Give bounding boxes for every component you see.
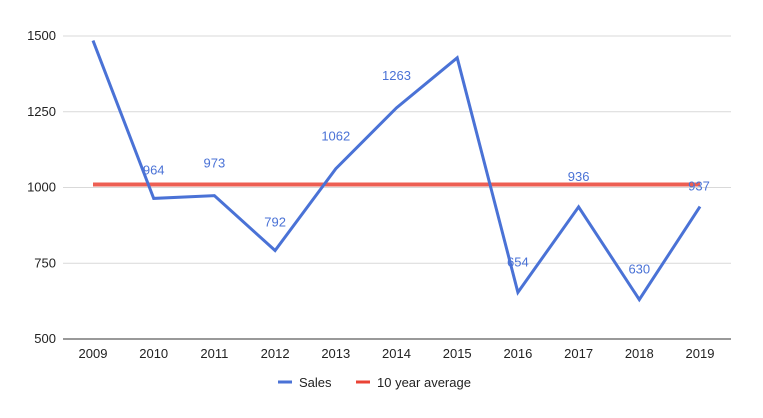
y-tick-label: 1250 bbox=[27, 104, 56, 119]
x-tick-label: 2011 bbox=[200, 346, 228, 361]
legend-label-10-year-average: 10 year average bbox=[377, 375, 471, 390]
x-tick-label: 2016 bbox=[503, 346, 532, 361]
series-line-sales bbox=[91, 40, 702, 303]
data-label-sales: 973 bbox=[204, 156, 226, 171]
data-label-sales: 937 bbox=[688, 179, 710, 194]
data-label-sales: 792 bbox=[264, 215, 286, 230]
data-label-sales: 936 bbox=[568, 169, 590, 184]
data-label-sales: 1263 bbox=[382, 68, 411, 83]
y-tick-label: 1500 bbox=[27, 28, 56, 43]
x-tick-label: 2017 bbox=[564, 346, 593, 361]
x-tick-label: 2018 bbox=[625, 346, 654, 361]
y-tick-label: 500 bbox=[34, 331, 56, 346]
x-tick-label: 2010 bbox=[139, 346, 168, 361]
x-tick-label: 2013 bbox=[321, 346, 350, 361]
x-tick-label: 2014 bbox=[382, 346, 411, 361]
x-tick-label: 2012 bbox=[261, 346, 290, 361]
data-label-sales: 630 bbox=[628, 262, 650, 277]
x-tick-label: 2015 bbox=[443, 346, 472, 361]
data-label-sales: 1062 bbox=[321, 129, 350, 144]
y-tick-label: 750 bbox=[34, 255, 56, 270]
legend-label-sales: Sales bbox=[299, 375, 332, 390]
data-label-sales: 964 bbox=[143, 162, 165, 177]
y-tick-label: 1000 bbox=[27, 180, 56, 195]
x-tick-label: 2009 bbox=[79, 346, 108, 361]
data-label-sales: 654 bbox=[507, 254, 529, 269]
x-tick-label: 2019 bbox=[686, 346, 715, 361]
